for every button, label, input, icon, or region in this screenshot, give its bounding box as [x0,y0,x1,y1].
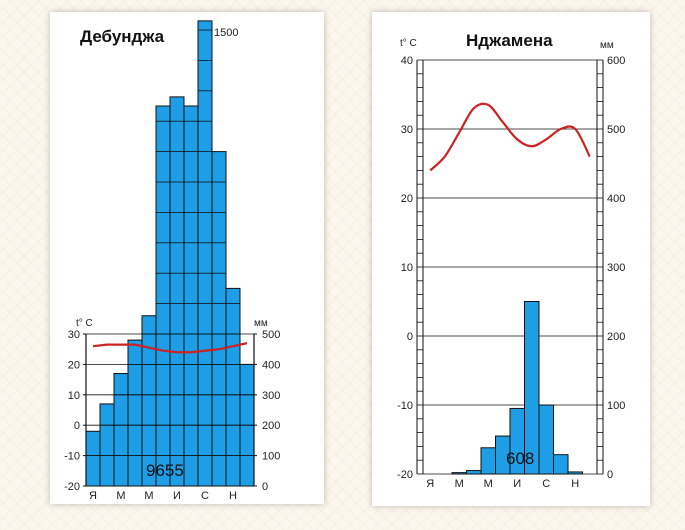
month-label: М [455,478,464,490]
temp-tick-label: 40 [401,55,413,67]
precip-tick-label: 100 [262,451,280,463]
precip-unit-label: мм [254,318,268,329]
month-label: М [116,490,125,502]
precip-tick-label: 0 [607,469,613,481]
total-precip: 9655 [146,461,184,480]
temp-tick-label: 0 [74,420,80,432]
precip-tick-label: 400 [262,359,280,371]
month-label: С [201,490,209,502]
precip-axis [596,59,604,475]
precip-bar-10 [567,471,583,475]
temperature-line [92,342,248,354]
temp-tick-label: -10 [64,451,80,463]
precip-bar-3 [127,339,143,487]
chart-title: Нджамена [466,31,553,50]
month-label: Я [426,478,434,490]
month-label: Я [89,490,97,502]
temp-tick-label: 20 [401,193,413,205]
month-label: М [484,478,493,490]
precip-bar-6 [169,96,185,487]
precip-tick-label: 600 [607,55,625,67]
climate-chart-ndjamena: 40 30 20 10 0 -10 -20 600 500 400 300 200 100 0 Я М М И С Н… [372,12,650,506]
precip-tick-label: 500 [607,124,625,136]
precip-bar-7 [183,105,199,487]
precip-tick-label: 300 [262,390,280,402]
precip-bar-0 [85,430,101,487]
temp-tick-label: 30 [401,124,413,136]
temp-tick-label: -20 [397,469,413,481]
climate-chart-debundscha: 30 20 10 0 -10 -20 500 400 300 200 100 0 Я М М И С Н Дебун… [50,12,324,504]
month-label: Н [571,478,579,490]
temp-unit-label: t° C [76,318,93,329]
month-label: С [542,478,550,490]
month-label: Н [229,490,237,502]
precip-bar-5 [155,105,171,487]
month-label: М [144,490,153,502]
temp-axis [416,59,424,475]
precip-bar-10 [225,287,241,487]
temp-tick-label: -10 [397,400,413,412]
precip-bar-1 [99,403,115,487]
temp-tick-label: -20 [64,481,80,493]
temp-unit-label: t° C [400,38,417,49]
precip-tick-label: 400 [607,193,625,205]
temp-tick-label: 30 [68,329,80,341]
month-label: И [173,490,181,502]
precip-bar-2 [113,373,129,487]
month-label: И [513,478,521,490]
total-precip: 608 [506,449,534,468]
temp-tick-label: 20 [68,359,80,371]
precip-bar-7 [524,301,540,475]
temp-tick-label: 10 [68,390,80,402]
precip-bar-3 [466,470,482,475]
precip-tick-label: 0 [262,481,268,493]
precip-bar-4 [480,447,496,475]
precip-bar-2 [451,472,467,475]
precip-bar-8 [538,404,554,475]
precip-tick-label: 500 [262,329,280,341]
precip-bar-9 [553,454,569,475]
precip-unit-label: мм [600,40,614,51]
temp-tick-label: 10 [401,262,413,274]
precip-tick-label: 100 [607,400,625,412]
precip-tick-label: 200 [607,331,625,343]
temperature-line [429,102,591,172]
temp-tick-label: 0 [407,331,413,343]
precip-tick-label: 300 [607,262,625,274]
precip-tick-label: 200 [262,420,280,432]
precip-top-label: 1500 [214,27,238,39]
chart-title: Дебунджа [80,27,165,46]
precip-bar-9 [211,151,227,487]
